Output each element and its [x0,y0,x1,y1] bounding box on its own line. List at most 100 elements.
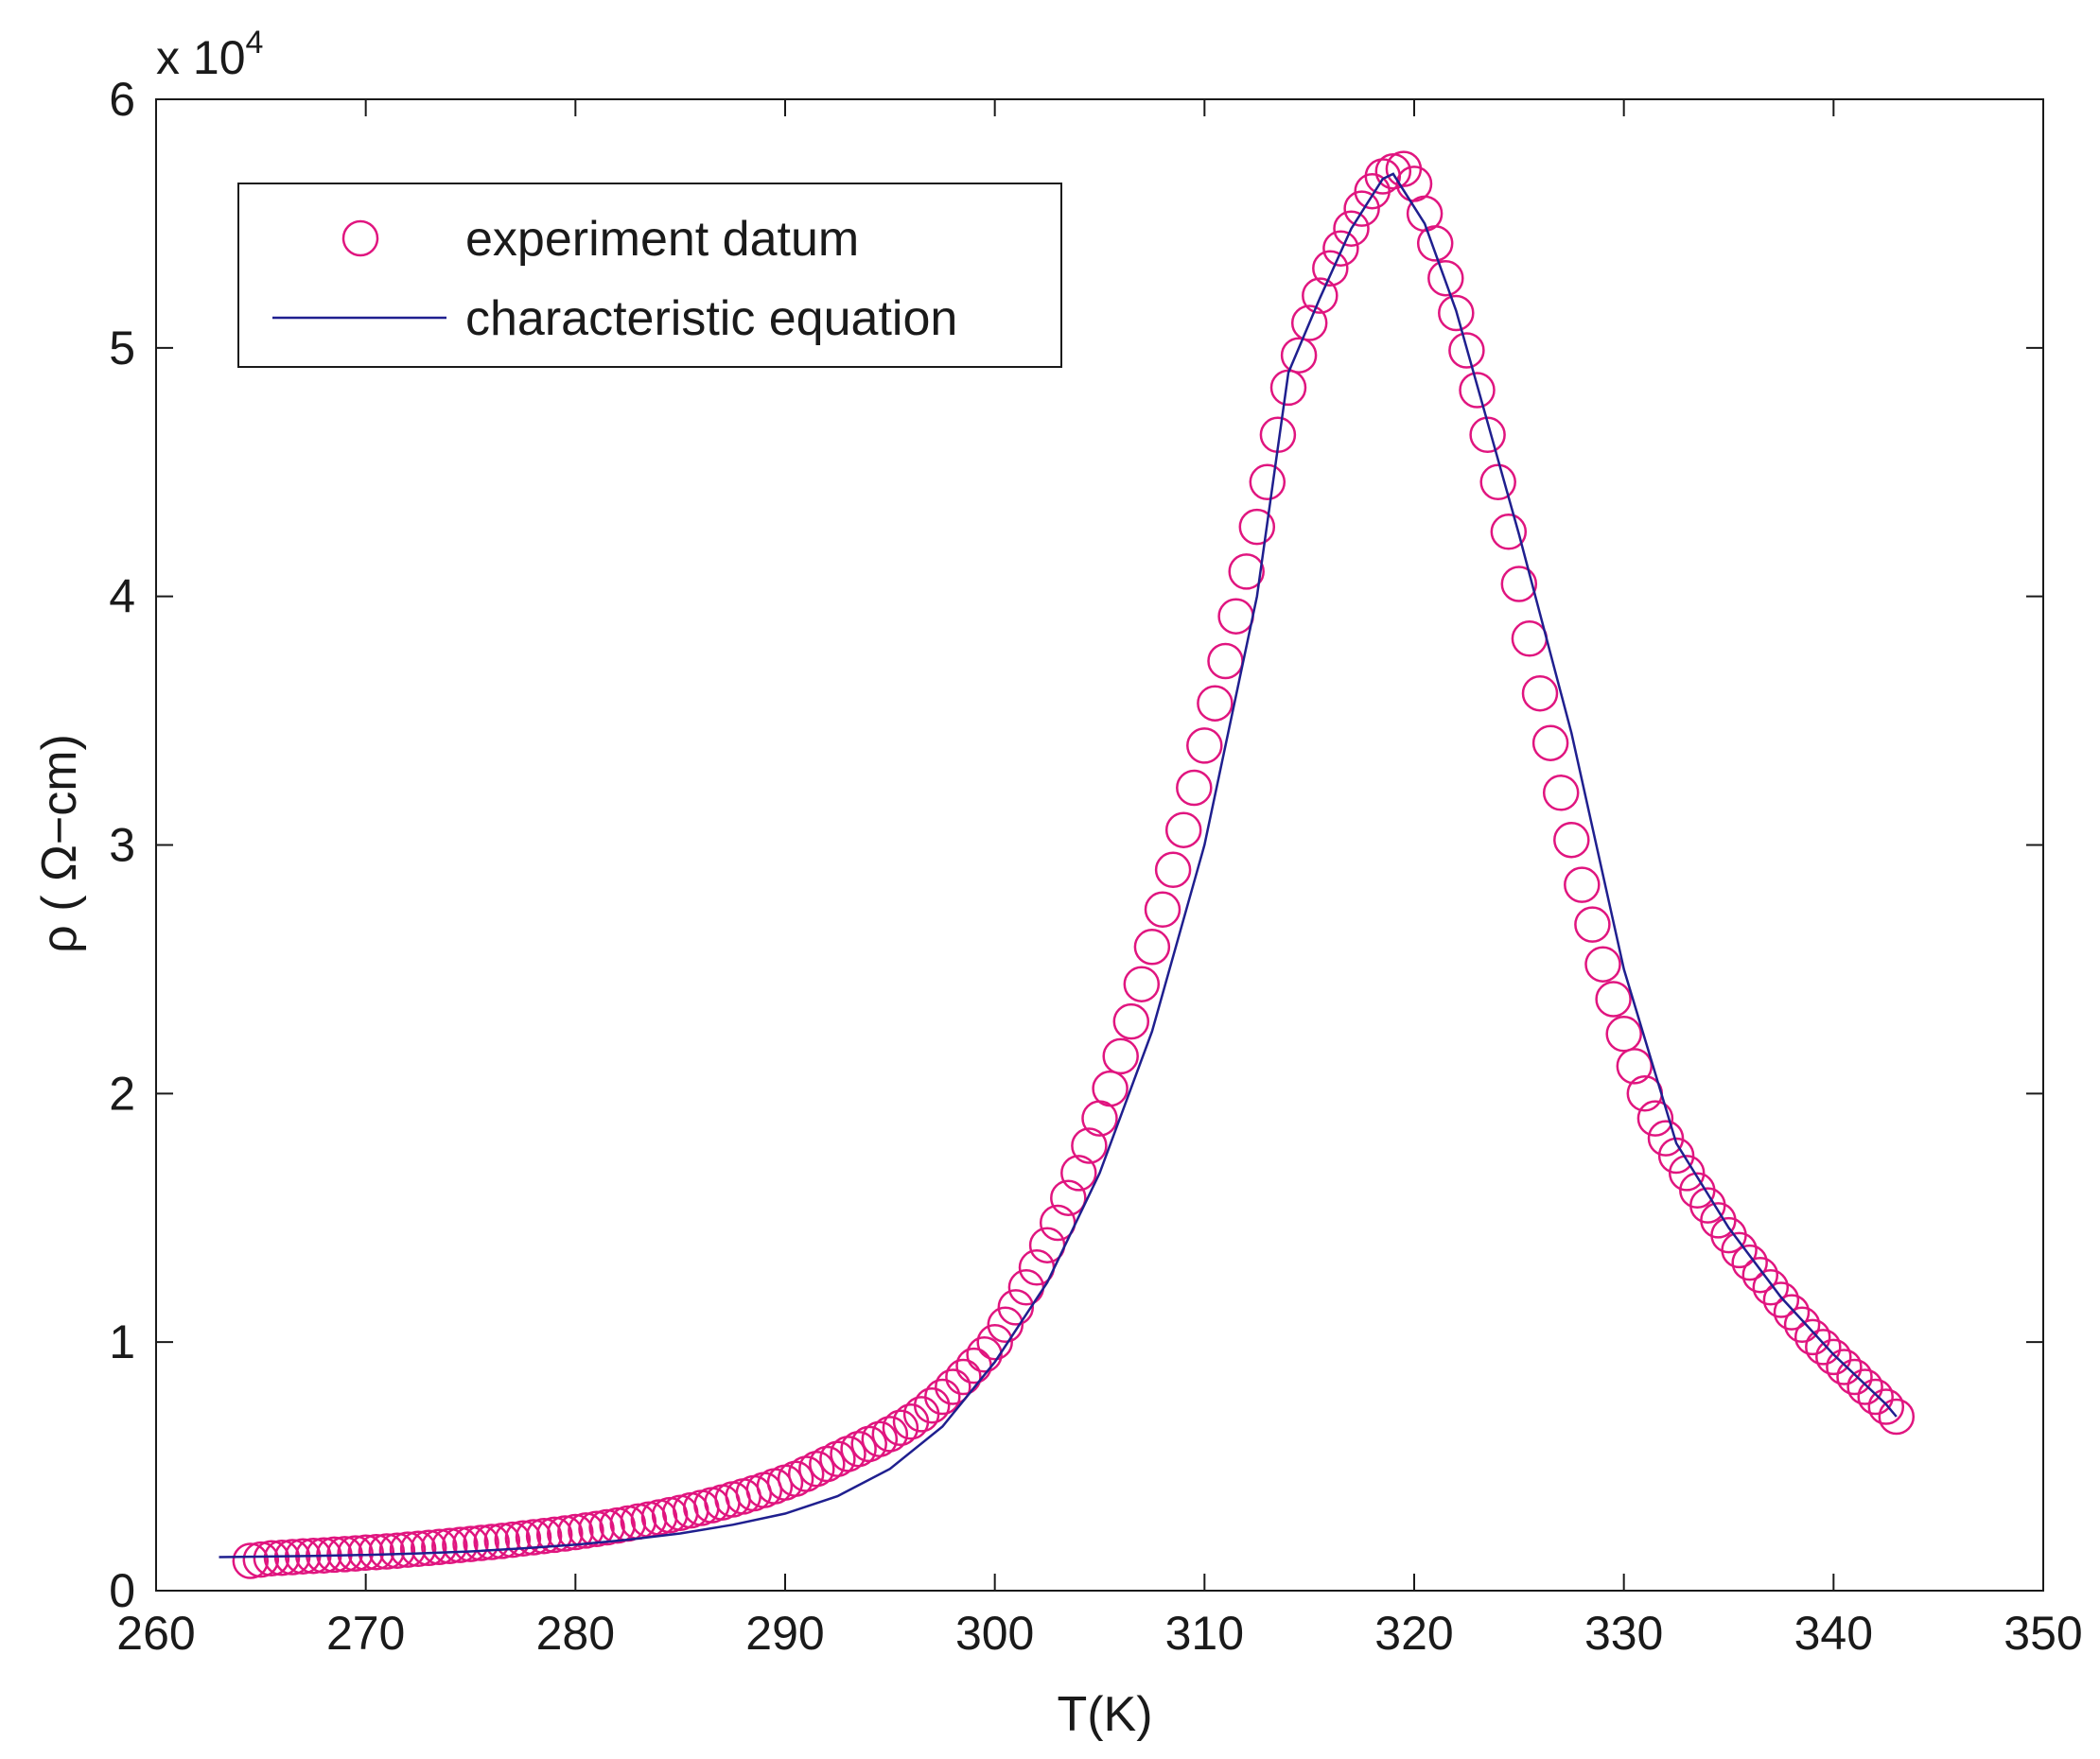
data-point-experiment-datum [1144,891,1181,929]
data-point-experiment-datum [547,1515,584,1552]
data-point-experiment-datum [871,1416,909,1453]
data-point-experiment-datum [1605,1016,1642,1053]
data-point-experiment-datum [568,1512,604,1549]
data-point-experiment-datum [1542,775,1580,811]
data-point-experiment-datum [599,1506,636,1544]
legend-marker-experiment [341,219,379,257]
data-point-experiment-datum [1584,946,1621,983]
data-point-experiment-datum [1071,1127,1108,1164]
x-tick-label: 260 [116,1607,195,1660]
x-tick-label: 330 [1584,1607,1663,1660]
data-point-experiment-datum [1636,1100,1674,1137]
data-point-experiment-datum [1133,929,1171,966]
legend-entry-characteristic-equation: characteristic equation [465,291,957,346]
data-point-experiment-datum [358,1534,395,1571]
data-point-experiment-datum [1416,225,1454,262]
legend-entry-experiment-datum: experiment datum [465,212,859,267]
data-point-experiment-datum [1741,1256,1779,1294]
data-point-experiment-datum [1333,210,1370,247]
data-point-experiment-datum [535,1516,573,1554]
data-point-experiment-datum [882,1409,919,1447]
x-tick-label: 320 [1374,1607,1453,1660]
data-point-experiment-datum [1553,821,1590,859]
data-point-experiment-datum [1438,294,1475,332]
data-point-experiment-datum [1500,566,1538,602]
data-point-experiment-datum [1752,1269,1790,1306]
data-point-experiment-datum [1102,1037,1139,1075]
data-point-experiment-datum [1846,1368,1883,1405]
data-point-experiment-datum [515,1519,552,1556]
data-point-experiment-datum [1280,337,1318,374]
data-point-experiment-datum [253,1540,290,1577]
data-point-experiment-datum [1050,1179,1087,1216]
data-point-experiment-datum [997,1289,1035,1326]
data-point-experiment-datum [368,1533,406,1570]
data-point-experiment-datum [1731,1244,1768,1281]
data-point-experiment-datum [1867,1388,1905,1425]
data-point-experiment-datum [1343,190,1380,227]
data-point-experiment-datum [421,1528,458,1565]
data-point-experiment-datum [1668,1155,1706,1192]
data-point-experiment-datum [1290,305,1328,341]
y-tick-label: 6 [109,73,135,126]
data-point-experiment-datum [473,1524,510,1560]
data-point-experiment-datum [1092,1070,1129,1107]
x-tick-label: 280 [536,1607,615,1660]
data-point-experiment-datum [1469,416,1506,454]
data-point-experiment-datum [588,1508,625,1546]
data-point-experiment-datum [1794,1318,1831,1356]
data-point-experiment-datum [1459,372,1496,409]
data-point-experiment-datum [1154,851,1192,889]
data-point-experiment-datum [1721,1231,1758,1269]
data-point-experiment-datum [976,1323,1013,1361]
data-point-experiment-datum [494,1521,532,1559]
data-point-experiment-datum [1448,332,1485,369]
data-point-experiment-datum [410,1529,447,1567]
data-point-experiment-datum [1647,1120,1685,1157]
data-point-experiment-datum [504,1520,542,1558]
x-axis-label: T(K) [1057,1687,1152,1742]
data-point-experiment-datum [442,1526,479,1563]
data-point-experiment-datum [263,1540,301,1576]
x-tick-label: 350 [2004,1607,2082,1660]
y-tick-label: 2 [109,1067,135,1120]
data-point-experiment-datum [913,1386,951,1424]
y-tick-label: 5 [109,322,135,374]
data-point-experiment-datum [1616,1048,1654,1085]
data-point-experiment-datum [1836,1358,1873,1396]
data-point-experiment-datum [1564,866,1601,903]
data-point-experiment-datum [1123,966,1161,1002]
data-point-experiment-datum [935,1368,971,1405]
y-multiplier-base: x 10 [156,31,246,84]
data-point-experiment-datum [389,1531,427,1568]
series-line-characteristic-equation [219,172,1898,1559]
data-point-experiment-datum [578,1510,615,1548]
tick-labels-layer: 260 270 280 290 300 310 320 330 340 350 0 1 2 3 4 5 6 [109,73,2083,1660]
x-tick-label: 290 [745,1607,824,1660]
x-tick-label: 310 [1165,1607,1244,1660]
data-point-experiment-datum [1531,724,1569,761]
data-point-experiment-datum [1249,463,1286,501]
data-point-experiment-datum [987,1306,1024,1344]
data-point-experiment-datum [1112,1002,1150,1040]
data-point-experiment-datum [337,1535,374,1572]
x-tick-label: 300 [955,1607,1034,1660]
legend-box [237,183,1062,368]
data-point-experiment-datum [347,1534,384,1572]
y-tick-label: 0 [109,1564,135,1617]
data-point-experiment-datum [1228,553,1265,590]
data-point-experiment-datum [463,1524,499,1561]
data-point-experiment-datum [1657,1137,1695,1175]
data-point-experiment-datum [945,1358,982,1396]
data-point-experiment-datum [1773,1294,1811,1331]
data-point-experiment-datum [452,1525,489,1562]
ticks-layer [155,98,2044,1592]
data-point-experiment-datum [1060,1155,1097,1192]
data-point-experiment-datum [1574,906,1611,943]
data-point-experiment-datum [1322,230,1359,267]
data-point-experiment-datum [242,1541,280,1578]
data-point-experiment-datum [1762,1281,1800,1318]
data-point-experiment-datum [399,1530,437,1568]
data-point-experiment-datum [1878,1398,1916,1436]
